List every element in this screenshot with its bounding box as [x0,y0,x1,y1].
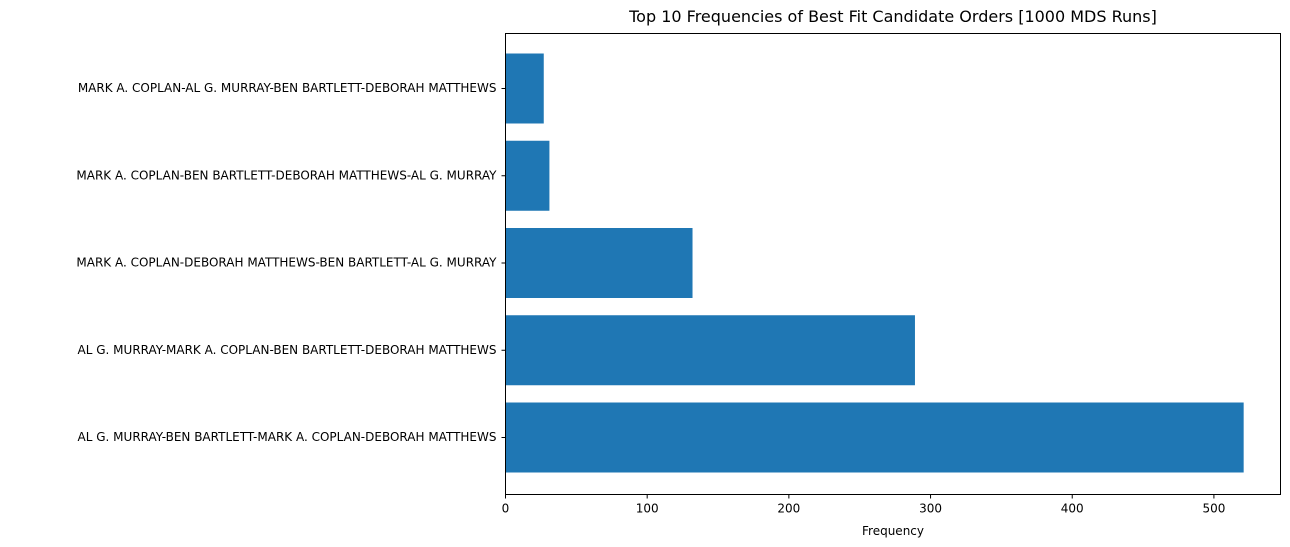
x-tick-label: 400 [1061,502,1084,516]
bar [505,140,550,211]
x-tick-label: 0 [502,502,510,516]
bar [505,315,915,386]
x-tick-label: 200 [777,502,800,516]
y-tick-label: MARK A. COPLAN-DEBORAH MATTHEWS-BEN BART… [76,256,497,270]
y-tick-label: AL G. MURRAY-BEN BARTLETT-MARK A. COPLAN… [78,430,497,444]
y-tick-label: MARK A. COPLAN-BEN BARTLETT-DEBORAH MATT… [76,168,497,182]
bar [505,228,693,298]
x-axis-ticks: 0 100 200 300 400 500 [502,494,1225,516]
bar [505,402,1244,473]
bar [505,53,544,124]
x-tick-label: 500 [1202,502,1225,516]
y-tick-label: AL G. MURRAY-MARK A. COPLAN-BEN BARTLETT… [78,343,497,357]
y-axis-ticks: AL G. MURRAY-BEN BARTLETT-MARK A. COPLAN… [76,81,506,444]
x-axis-label: Frequency [862,524,924,538]
bars-group [505,53,1244,473]
y-tick-label: MARK A. COPLAN-AL G. MURRAY-BEN BARTLETT… [78,81,497,95]
x-tick-label: 300 [919,502,942,516]
chart-title: Top 10 Frequencies of Best Fit Candidate… [628,7,1157,26]
x-tick-label: 100 [636,502,659,516]
plot-frame [505,33,1281,495]
